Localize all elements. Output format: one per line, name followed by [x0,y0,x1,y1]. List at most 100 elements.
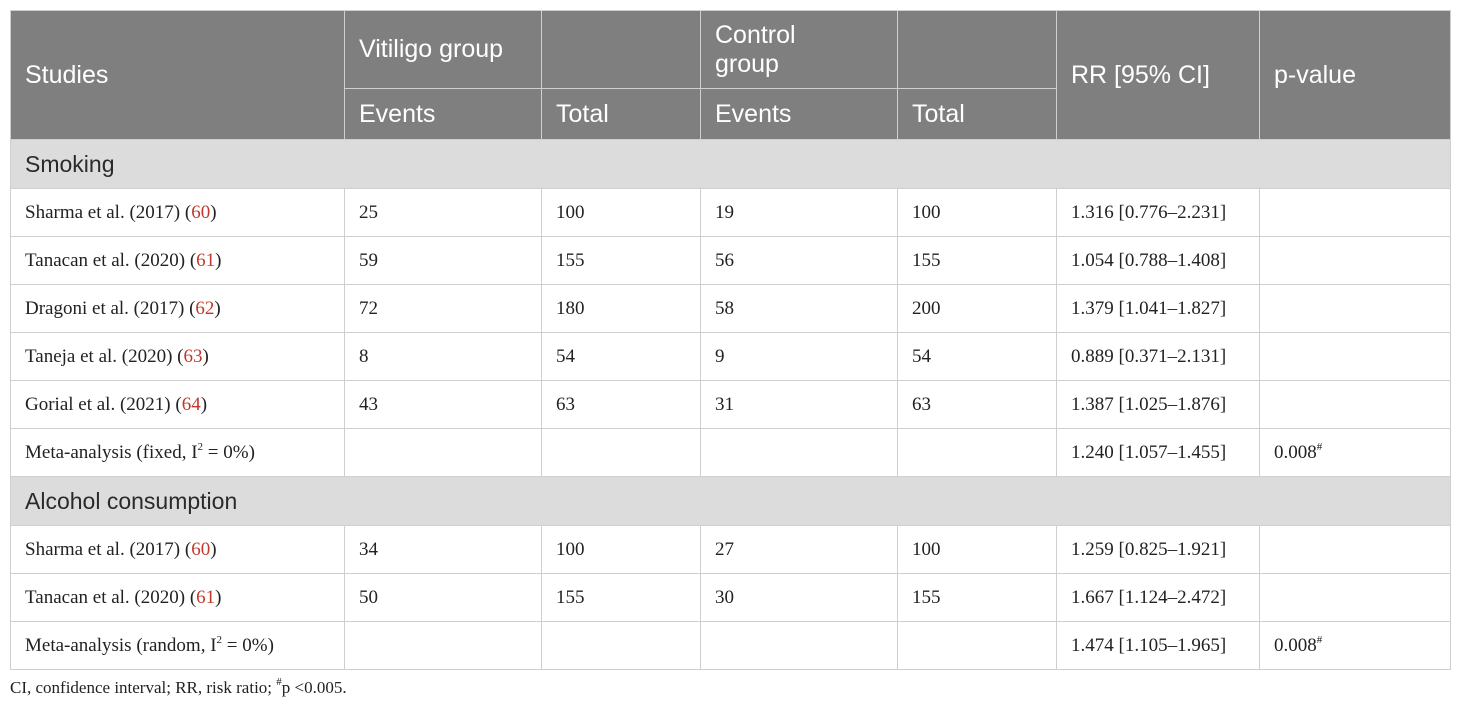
header-control-events: Events [700,88,898,140]
rr-cell: 1.474 [1.105–1.965] [1056,621,1260,670]
vitiligo-events-cell: 50 [344,573,542,622]
reference-link[interactable]: 61 [196,249,216,271]
section-title: Smoking [10,139,1451,189]
header-vitiligo-total: Total [541,88,701,140]
control-events-cell: 56 [700,236,898,285]
meta-analysis-table: Studies Vitiligo group Control group RR [… [10,10,1451,670]
table-row: Tanacan et al. (2020) (61) 59 155 56 155… [10,236,1451,285]
empty-cell [541,428,701,477]
vitiligo-events-cell: 25 [344,188,542,237]
table-header: Studies Vitiligo group Control group RR [… [10,10,1451,140]
pvalue-cell [1259,236,1451,285]
vitiligo-total-cell: 63 [541,380,701,429]
vitiligo-total-cell: 180 [541,284,701,333]
meta-analysis-label: Meta-analysis (random, I2 = 0%) [10,621,345,670]
header-vitiligo-events: Events [344,88,542,140]
table-row: Tanacan et al. (2020) (61) 50 155 30 155… [10,573,1451,622]
study-cell: Sharma et al. (2017) (60) [10,525,345,574]
control-total-cell: 155 [897,236,1057,285]
vitiligo-total-cell: 54 [541,332,701,381]
vitiligo-total-cell: 155 [541,236,701,285]
vitiligo-events-cell: 59 [344,236,542,285]
header-empty-2 [897,10,1057,89]
table-row: Sharma et al. (2017) (60) 25 100 19 100 … [10,188,1451,237]
table-row: Dragoni et al. (2017) (62) 72 180 58 200… [10,284,1451,333]
control-total-cell: 100 [897,188,1057,237]
empty-cell [897,621,1057,670]
rr-cell: 1.667 [1.124–2.472] [1056,573,1260,622]
vitiligo-total-cell: 155 [541,573,701,622]
vitiligo-total-cell: 100 [541,188,701,237]
reference-link[interactable]: 64 [181,393,201,415]
meta-analysis-label: Meta-analysis (fixed, I2 = 0%) [10,428,345,477]
empty-cell [541,621,701,670]
header-rr: RR [95% CI] [1056,10,1260,140]
vitiligo-events-cell: 43 [344,380,542,429]
control-total-cell: 54 [897,332,1057,381]
header-row-1: Studies Vitiligo group Control group RR [… [10,10,1451,140]
rr-cell: 1.316 [0.776–2.231] [1056,188,1260,237]
study-cell: Dragoni et al. (2017) (62) [10,284,345,333]
control-total-cell: 155 [897,573,1057,622]
rr-cell: 1.054 [0.788–1.408] [1056,236,1260,285]
pvalue-cell [1259,525,1451,574]
section-title: Alcohol consumption [10,476,1451,526]
pvalue-cell [1259,380,1451,429]
control-events-cell: 31 [700,380,898,429]
study-cell: Sharma et al. (2017) (60) [10,188,345,237]
rr-cell: 0.889 [0.371–2.131] [1056,332,1260,381]
vitiligo-events-cell: 8 [344,332,542,381]
rr-cell: 1.387 [1.025–1.876] [1056,380,1260,429]
section-row-smoking: Smoking [10,139,1451,189]
table-footnote: CI, confidence interval; RR, risk ratio;… [10,676,347,698]
rr-cell: 1.259 [0.825–1.921] [1056,525,1260,574]
control-events-cell: 9 [700,332,898,381]
header-row-2: Events Total Events Total [11,88,1451,140]
empty-cell [897,428,1057,477]
study-cell: Tanacan et al. (2020) (61) [10,236,345,285]
pvalue-cell: 0.008# [1259,621,1451,670]
empty-cell [700,428,898,477]
control-events-cell: 58 [700,284,898,333]
table-row: Taneja et al. (2020) (63) 8 54 9 54 0.88… [10,332,1451,381]
table-row: Sharma et al. (2017) (60) 34 100 27 100 … [10,525,1451,574]
vitiligo-events-cell: 72 [344,284,542,333]
control-total-cell: 100 [897,525,1057,574]
meta-analysis-row: Meta-analysis (random, I2 = 0%) 1.474 [1… [10,621,1451,670]
control-total-cell: 200 [897,284,1057,333]
empty-cell [344,621,542,670]
pvalue-cell [1259,573,1451,622]
header-pvalue: p-value [1259,10,1451,140]
reference-link[interactable]: 62 [195,297,215,319]
header-empty-1 [541,10,701,89]
empty-cell [700,621,898,670]
vitiligo-events-cell: 34 [344,525,542,574]
rr-cell: 1.379 [1.041–1.827] [1056,284,1260,333]
header-studies: Studies [10,10,345,140]
reference-link[interactable]: 60 [191,538,211,560]
rr-cell: 1.240 [1.057–1.455] [1056,428,1260,477]
empty-cell [344,428,542,477]
header-control-group: Control group [700,10,898,89]
pvalue-cell [1259,284,1451,333]
table-row: Gorial et al. (2021) (64) 43 63 31 63 1.… [10,380,1451,429]
control-events-cell: 30 [700,573,898,622]
pvalue-cell: 0.008# [1259,428,1451,477]
meta-analysis-row: Meta-analysis (fixed, I2 = 0%) 1.240 [1.… [10,428,1451,477]
control-events-cell: 27 [700,525,898,574]
vitiligo-total-cell: 100 [541,525,701,574]
reference-link[interactable]: 61 [196,586,216,608]
control-events-cell: 19 [700,188,898,237]
study-cell: Tanacan et al. (2020) (61) [10,573,345,622]
pvalue-cell [1259,188,1451,237]
study-cell: Taneja et al. (2020) (63) [10,332,345,381]
control-total-cell: 63 [897,380,1057,429]
reference-link[interactable]: 60 [191,201,211,223]
table-body: Smoking Sharma et al. (2017) (60) 25 100… [10,139,1451,670]
section-row-alcohol: Alcohol consumption [10,476,1451,526]
header-vitiligo-group: Vitiligo group [344,10,542,89]
pvalue-cell [1259,332,1451,381]
header-control-total: Total [897,88,1057,140]
study-cell: Gorial et al. (2021) (64) [10,380,345,429]
reference-link[interactable]: 63 [183,345,203,367]
